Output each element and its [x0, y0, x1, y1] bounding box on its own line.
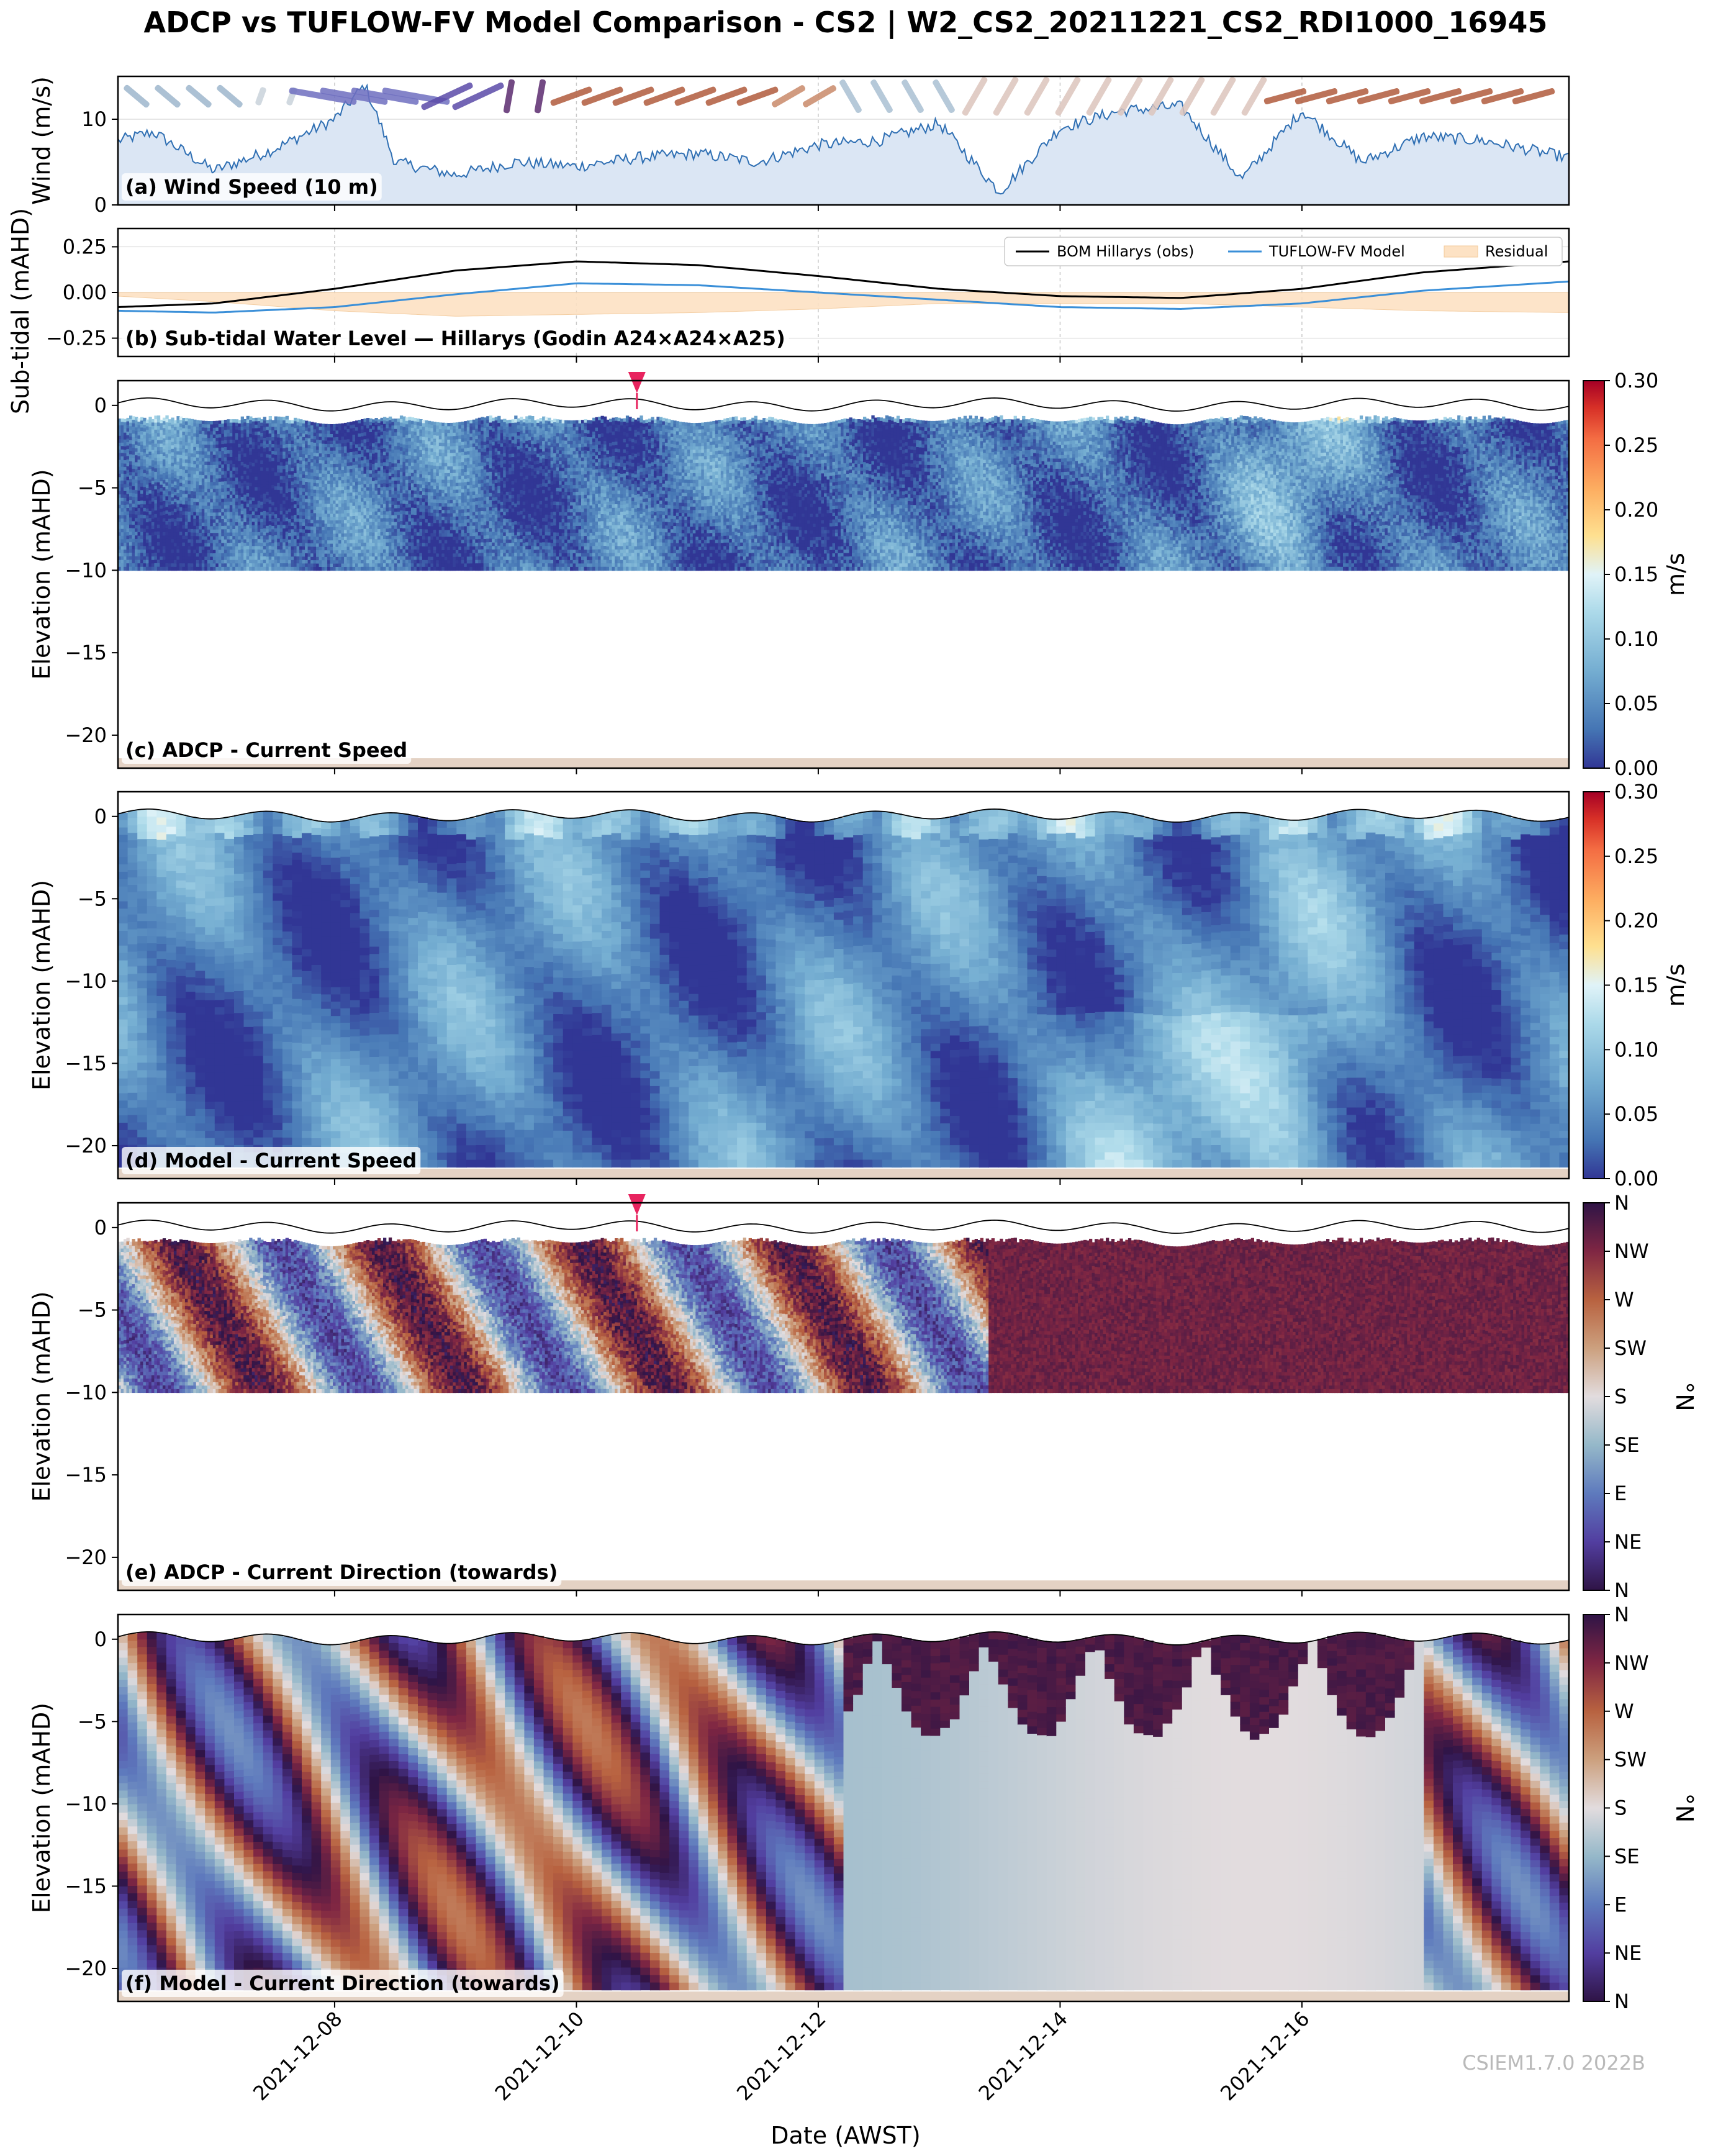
wind-arrow: [932, 79, 956, 114]
legend-entry: BOM Hillarys (obs): [1057, 243, 1194, 260]
wind-arrow: [901, 79, 925, 114]
panel-a-ytick-label: 10: [81, 107, 107, 131]
panel-a-label: (a) Wind Speed (10 m): [125, 175, 378, 199]
wind-arrow: [802, 84, 838, 109]
wind-direction-arrows: [123, 76, 1555, 117]
wind-arrow: [1178, 76, 1206, 117]
wind-arrow: [255, 86, 267, 106]
legend-entry: Residual: [1485, 243, 1548, 260]
legend: BOM Hillarys (obs) TUFLOW-FV Model Residua…: [1005, 237, 1562, 266]
panel-b: BOM Hillarys (obs) TUFLOW-FV Model Residua…: [7, 208, 1569, 414]
panel-a: 0 10 Wind (m/s) (a) Wind Speed (10 m): [28, 76, 1569, 217]
panel-a-ylabel: Wind (m/s): [28, 76, 55, 205]
wind-arrow: [1054, 76, 1082, 117]
wind-arrow: [503, 79, 515, 114]
wind-arrow: [451, 81, 505, 111]
legend-swatch: [1444, 246, 1478, 257]
wind-arrow: [123, 84, 151, 109]
panel-a-label-box: (a) Wind Speed (10 m): [122, 173, 382, 201]
heatmap-cell: [157, 415, 160, 420]
panel-b-ytick-label: 0.00: [63, 281, 107, 304]
wind-arrow: [1241, 76, 1268, 117]
figure-title: ADCP vs TUFLOW-FV Model Comparison - CS2…: [144, 6, 1548, 40]
wind-arrow: [992, 76, 1019, 117]
panel-b-ytick-label: −0.25: [46, 327, 107, 350]
panel-a-ytick-label: 0: [94, 193, 107, 217]
heatmap-cell: [165, 415, 168, 420]
panel-b-ylabel: Sub-tidal (mAHD): [7, 208, 34, 414]
wind-arrow: [961, 76, 988, 117]
wind-arrow: [216, 84, 244, 109]
wind-arrow: [185, 84, 213, 109]
legend-entry: TUFLOW-FV Model: [1268, 243, 1405, 260]
residual-fill: [118, 292, 1569, 316]
wind-arrow: [870, 79, 894, 114]
panel-c-heatmap: [118, 415, 1570, 571]
wind-arrow: [1085, 76, 1113, 117]
wind-arrow: [1209, 76, 1237, 117]
wind-arrow: [839, 79, 863, 114]
wind-arrow: [154, 84, 182, 109]
wind-arrow: [1023, 76, 1051, 117]
panel-b-ytick-label: 0.25: [63, 235, 107, 258]
panel-b-label: (b) Sub-tidal Water Level — Hillarys (Go…: [125, 327, 785, 350]
panels: 0 10 Wind (m/s) (a) Wind Speed (10 m) BOM Hi…: [7, 76, 1698, 2013]
wind-arrow: [534, 79, 546, 114]
panel-b-label-box: (b) Sub-tidal Water Level — Hillarys (Go…: [122, 325, 789, 352]
